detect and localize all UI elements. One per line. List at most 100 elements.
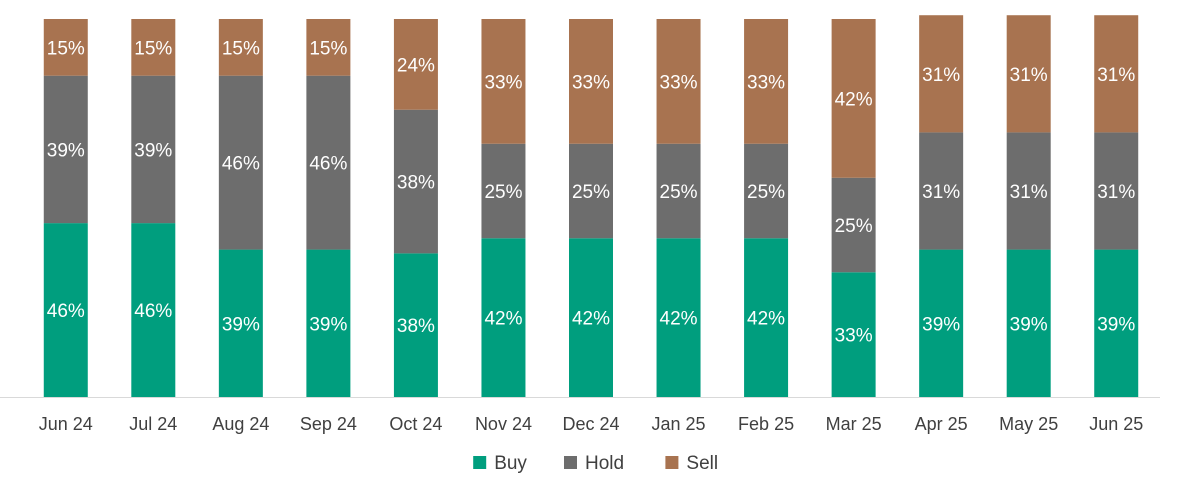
x-tick-label: Oct 24 [389,414,442,434]
bar-segment-buy [393,253,438,397]
bar-segment-hold [131,75,176,224]
x-tick-label: Dec 24 [562,414,619,434]
bar-segment-buy [1094,249,1139,397]
data-label-sell: 24% [397,55,435,76]
data-label-sell: 31% [1010,65,1048,86]
bar-segment-buy [919,249,964,397]
legend-label-hold: Hold [585,453,624,474]
data-label-buy: 39% [1097,314,1135,335]
data-label-sell: 33% [572,72,610,93]
data-label-sell: 15% [134,38,172,59]
bar-segment-hold [831,177,876,273]
legend-item-hold: Hold [564,453,624,474]
bar-segment-sell [744,19,789,144]
bar-group-jun-24: 46% 39% 15% [43,19,88,397]
legend-swatch-buy [473,456,487,469]
legend-item-buy: Buy [473,453,527,474]
bar-group-feb-25: 42% 25% 33% [744,19,789,397]
data-label-hold: 25% [572,182,610,203]
data-label-sell: 33% [660,72,698,93]
legend: Buy Hold Sell [473,453,718,474]
x-tick-label: Nov 24 [475,414,532,434]
bar-segment-buy [131,223,176,397]
data-label-hold: 46% [222,154,260,175]
data-label-buy: 33% [835,326,873,347]
data-label-sell: 33% [484,72,522,93]
data-label-sell: 31% [922,65,960,86]
data-label-hold: 25% [484,182,522,203]
bar-group-nov-24: 42% 25% 33% [481,19,526,397]
x-tick-label: Sep 24 [300,414,357,434]
bar-group-aug-24: 39% 46% 15% [218,19,263,397]
bar-segment-hold [306,75,351,250]
bar-segment-sell [656,19,701,144]
legend-swatch-hold [564,456,577,469]
bar-segment-hold [569,143,613,239]
bar-group-mar-25: 33% 25% 42% [831,19,876,397]
bar-segment-sell [218,19,263,76]
data-label-buy: 39% [1010,314,1048,335]
x-tick-label: Jun 25 [1089,414,1143,434]
bar-segment-buy [306,249,351,397]
x-tick-label: Feb 25 [738,414,794,434]
bar-segment-sell [481,19,526,144]
bar-segment-sell [1006,15,1051,133]
data-label-hold: 25% [835,216,873,237]
bar-segment-sell [919,15,964,133]
x-tick-label: Apr 25 [915,414,968,434]
data-label-buy: 42% [572,309,610,330]
data-label-hold: 46% [309,154,347,175]
x-axis-ticks: Jun 24 Jul 24 Aug 24 Sep 24 Oct 24 Nov 24 Dec … [39,414,1144,434]
data-label-sell: 15% [222,38,260,59]
bar-group-jul-24: 46% 39% 15% [131,19,176,397]
legend-swatch-sell [665,456,679,469]
bar-group-may-25: 39% 31% 31% [1006,15,1051,397]
bar-segment-hold [393,109,438,254]
x-tick-label: Jul 24 [129,414,177,434]
bar-segment-sell [831,19,876,178]
data-label-sell: 15% [47,38,85,59]
bars-layer: 46%39%15%46%39%15%39%46%15%39%46%15%38%3… [43,15,1139,397]
bar-segment-sell [306,19,351,76]
bar-segment-buy [656,238,701,397]
bar-group-apr-25: 39% 31% 31% [919,15,964,397]
data-label-buy: 38% [397,316,435,337]
legend-label-buy: Buy [494,453,527,474]
bar-segment-hold [1006,132,1051,250]
legend-item-sell: Sell [665,453,718,474]
bar-segment-sell [1094,15,1139,133]
data-label-sell: 31% [1097,65,1135,86]
bar-segment-hold [919,132,964,250]
data-label-buy: 46% [47,301,85,322]
data-label-buy: 39% [309,314,347,335]
data-label-hold: 31% [922,182,960,203]
bar-segment-sell [43,19,88,76]
bar-group-dec-24: 42% 25% 33% [569,19,613,397]
bar-segment-buy [831,272,876,397]
legend-label-sell: Sell [686,453,718,474]
bar-segment-hold [1094,132,1139,250]
bar-segment-sell [131,19,176,76]
data-label-buy: 42% [484,309,522,330]
bar-group-jun-25: 39% 31% 31% [1094,15,1139,397]
bar-segment-buy [43,223,88,397]
data-label-buy: 39% [922,314,960,335]
x-tick-label: May 25 [999,414,1058,434]
bar-segment-buy [481,238,526,397]
bar-segment-buy [744,238,789,397]
bar-segment-sell [569,19,613,144]
bar-group-oct-24: 38% 38% 24% [393,19,438,397]
x-tick-label: Aug 24 [212,414,269,434]
data-label-hold: 31% [1097,182,1135,203]
data-label-sell: 33% [747,72,785,93]
bar-group-jan-25: 42% 25% 33% [656,19,701,397]
bar-segment-buy [218,249,263,397]
bar-segment-sell [393,19,438,110]
data-label-buy: 42% [747,309,785,330]
data-label-sell: 15% [309,38,347,59]
x-tick-label: Jun 24 [39,414,93,434]
data-label-buy: 42% [660,309,698,330]
data-label-hold: 38% [397,173,435,194]
x-tick-label: Jan 25 [652,414,706,434]
bar-segment-hold [656,143,701,239]
